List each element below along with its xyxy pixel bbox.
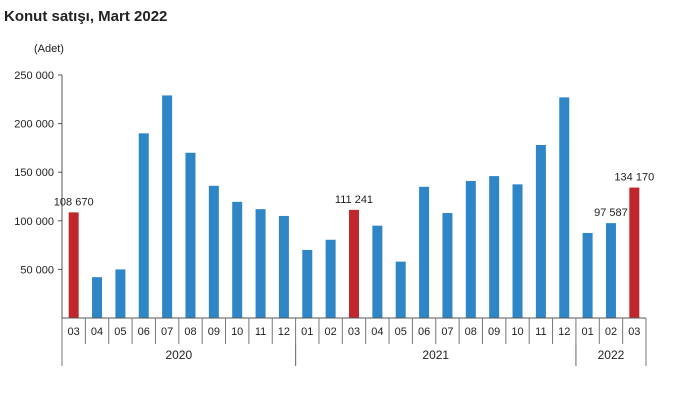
x-tick-label: 08 (184, 326, 196, 338)
bar (185, 152, 196, 318)
bar (255, 209, 266, 318)
bar (208, 185, 219, 318)
bar (68, 212, 79, 318)
y-tick-label: 250 000 (14, 70, 54, 82)
x-tick-label: 09 (208, 326, 220, 338)
bar (465, 180, 476, 318)
x-tick-label: 07 (441, 326, 453, 338)
x-tick-label: 03 (68, 326, 80, 338)
bar (442, 213, 453, 318)
x-tick-label: 02 (605, 326, 617, 338)
bar (278, 215, 289, 318)
y-axis-unit: (Adet) (34, 43, 64, 55)
x-tick-label: 10 (511, 326, 523, 338)
bar (605, 223, 616, 318)
x-tick-label: 05 (114, 326, 126, 338)
y-tick-label: 50 000 (20, 264, 54, 276)
year-label: 2022 (598, 348, 625, 362)
bars (68, 95, 640, 318)
bar (232, 201, 243, 318)
x-axis: 03 04 05 06 07 08 09 10 11 12 01 02 03 04 05 06 07 08 09 10… (61, 317, 647, 366)
data-label: 134 170 (614, 172, 654, 184)
x-tick-label: 12 (278, 326, 290, 338)
bar (302, 249, 313, 318)
bar (325, 239, 336, 318)
y-tick-label: 100 000 (14, 216, 54, 228)
data-label: 97 587 (594, 207, 628, 219)
bar (162, 95, 173, 318)
bar (582, 232, 593, 318)
x-tick-label: 12 (558, 326, 570, 338)
x-tick-label: 02 (325, 326, 337, 338)
bar (92, 277, 103, 318)
bar (138, 133, 149, 318)
year-label: 2021 (422, 348, 449, 362)
data-label: 111 241 (335, 194, 373, 206)
bar (349, 209, 359, 318)
x-tick-label: 06 (418, 326, 430, 338)
x-tick-label: 04 (91, 326, 103, 338)
bar (419, 186, 430, 318)
x-tick-label: 11 (535, 326, 546, 338)
x-tick-label: 06 (138, 326, 150, 338)
data-label: 108 670 (54, 196, 94, 208)
x-tick-label: 09 (488, 326, 500, 338)
bar (535, 144, 546, 318)
y-tick-label: 150 000 (14, 167, 54, 179)
bar (512, 184, 523, 318)
data-labels: 108 670 111 241 97 587 134 170 (54, 172, 654, 220)
bar (629, 187, 640, 318)
chart-title: Konut satışı, Mart 2022 (4, 8, 168, 25)
x-tick-label: 11 (255, 326, 266, 338)
x-tick-label: 01 (301, 326, 313, 338)
x-tick-label: 03 (628, 326, 640, 338)
x-tick-label: 07 (161, 326, 173, 338)
bar (115, 269, 126, 318)
x-tick-label: 10 (231, 326, 243, 338)
bar (372, 225, 383, 318)
x-tick-label: 04 (371, 326, 383, 338)
x-tick-label: 05 (395, 326, 407, 338)
x-tick-label: 03 (348, 326, 360, 338)
bar (395, 261, 406, 318)
bar (489, 176, 500, 318)
y-axis: (Adet) 50 000 100 000 150 000 200 000 250 000 (14, 43, 64, 318)
y-tick-label: 200 000 (14, 119, 54, 131)
bar (559, 97, 570, 318)
year-label: 2020 (165, 348, 192, 362)
x-tick-label: 01 (581, 326, 593, 338)
x-tick-label: 08 (465, 326, 477, 338)
